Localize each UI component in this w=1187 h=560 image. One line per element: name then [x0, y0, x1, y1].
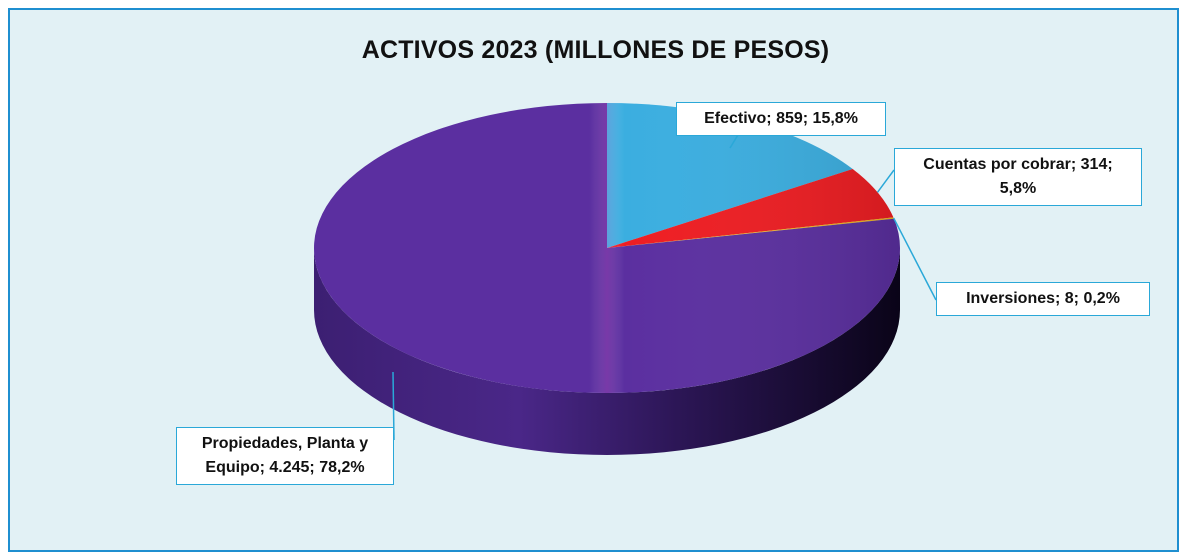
data-label-text: Propiedades, Planta y Equipo; 4.245; 78,…: [201, 435, 369, 476]
chart-frame: ACTIVOS 2023 (MILLONES DE PESOS) Efectiv…: [8, 8, 1179, 552]
data-label-propiedades-planta-equipo: Propiedades, Planta y Equipo; 4.245; 78,…: [176, 427, 394, 485]
leader-line-1: [876, 169, 895, 193]
data-label-efectivo: Efectivo; 859; 15,8%: [676, 102, 886, 136]
pie-top-sheen: [314, 103, 900, 393]
data-label-text: Inversiones; 8; 0,2%: [966, 290, 1120, 307]
pie-side-wall-face: [314, 248, 900, 455]
pie-top: [313, 103, 901, 393]
data-label-text: Efectivo; 859; 15,8%: [704, 110, 858, 127]
pie-chart: [313, 103, 937, 455]
chart-title: ACTIVOS 2023 (MILLONES DE PESOS): [361, 36, 830, 64]
pie-side-wall: [314, 248, 900, 455]
data-label-inversiones: Inversiones; 8; 0,2%: [936, 282, 1150, 316]
data-label-text: Cuentas por cobrar; 314; 5,8%: [923, 156, 1113, 197]
data-label-cuentas-por-cobrar: Cuentas por cobrar; 314; 5,8%: [894, 148, 1142, 206]
leader-line-2: [893, 217, 937, 301]
